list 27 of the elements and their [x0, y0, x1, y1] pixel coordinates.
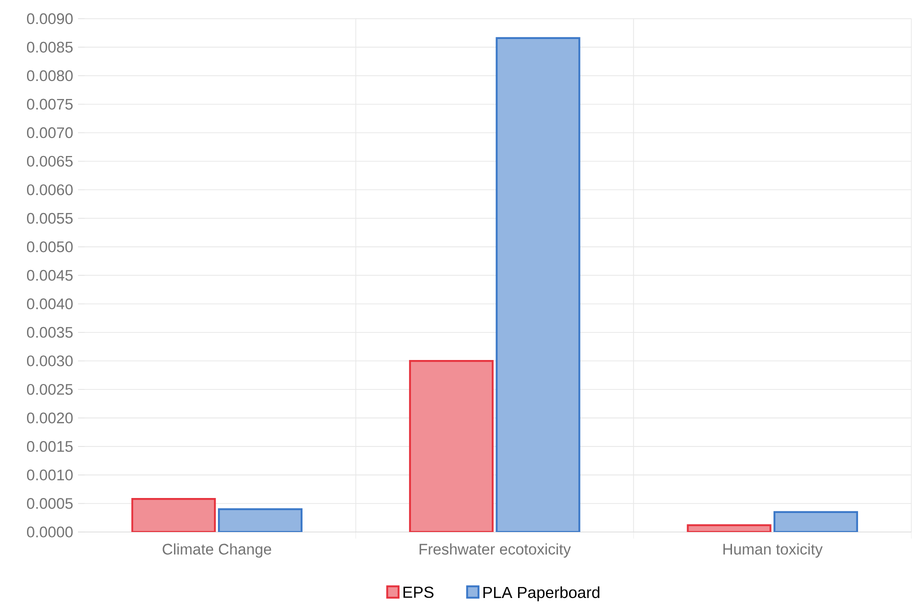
y-tick-label: 0.0000	[27, 526, 73, 538]
bar	[218, 508, 302, 532]
y-tick-label: 0.0015	[27, 440, 73, 452]
legend-label: EPS	[403, 586, 434, 598]
x-tick-label: Human toxicity	[723, 543, 823, 558]
y-tick-label: 0.0010	[27, 469, 73, 480]
bar	[131, 498, 216, 532]
y-tick-label: 0.0050	[27, 241, 73, 252]
y-tick-label: 0.0075	[27, 98, 73, 110]
y-tick-label: 0.0085	[27, 42, 73, 52]
y-tick-label: 0.0025	[27, 384, 73, 395]
y-tick-label: 0.0090	[27, 13, 73, 24]
x-tick-label: Freshwater ecotoxicity	[420, 543, 571, 558]
legend-label: PLA Paperboard	[483, 586, 600, 602]
y-tick-label: 0.0005	[27, 498, 73, 509]
y-tick-label: 0.0030	[27, 355, 73, 366]
bar	[409, 360, 494, 532]
y-tick-label: 0.0060	[27, 184, 73, 196]
y-tick-label: 0.0065	[27, 156, 73, 167]
y-tick-label: 0.0080	[27, 70, 73, 81]
y-tick-label: 0.0045	[27, 270, 73, 281]
y-tick-label: 0.0040	[27, 298, 73, 310]
y-tick-label: 0.0070	[27, 127, 73, 138]
x-tick-label: Climate Change	[162, 543, 272, 558]
y-tick-label: 0.0035	[27, 326, 73, 338]
y-tick-label: 0.0020	[27, 412, 73, 424]
y-tick-label: 0.0055	[27, 212, 73, 224]
